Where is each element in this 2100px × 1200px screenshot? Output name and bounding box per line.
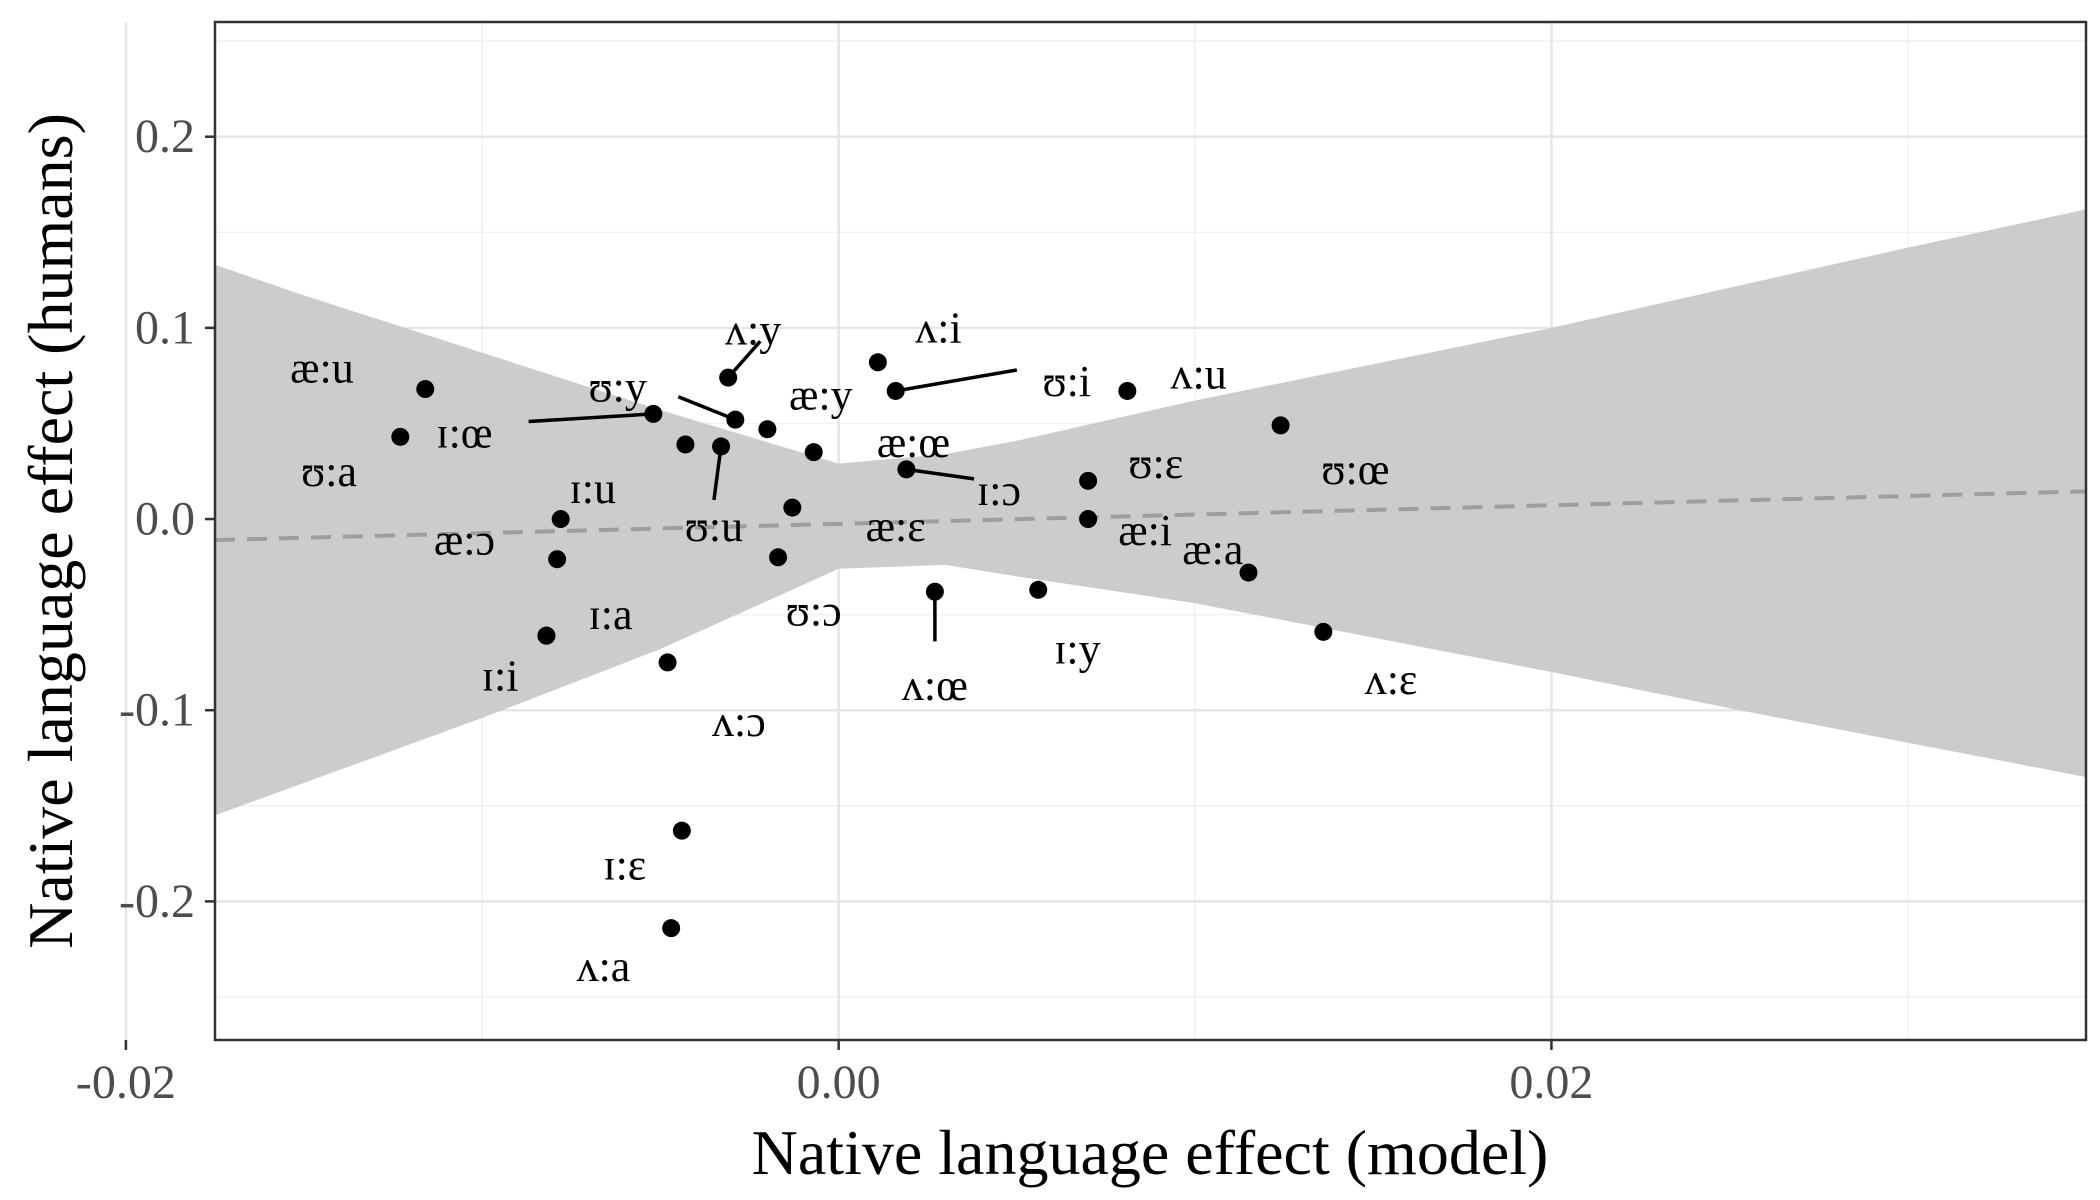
point-label: ɪ:u xyxy=(570,464,616,513)
point-label: æ:ɛ xyxy=(866,502,926,551)
data-point xyxy=(886,381,905,400)
data-point xyxy=(726,410,745,429)
point-labels: æ:u ʊ:a ɪ:œ ʊ:y ʌ:yæ:y ʌ:i ʊ:i ʌ:u ʊ:œ æ:œ ʊ:u ɪ:ɔ ʊ… xyxy=(290,303,1417,991)
data-points xyxy=(391,353,1333,938)
confidence-band xyxy=(215,209,2086,816)
y-tick-label: 0.1 xyxy=(135,301,195,354)
data-point xyxy=(804,443,823,462)
data-point xyxy=(719,368,738,387)
point-label: ɪ:ɛ xyxy=(603,841,646,890)
data-point xyxy=(676,435,695,454)
leader-line xyxy=(677,395,736,422)
point-label: ʌ:ɛ xyxy=(1365,655,1418,704)
point-label: æ:i xyxy=(1118,506,1172,555)
data-point xyxy=(391,427,410,446)
data-point xyxy=(712,437,731,456)
data-point xyxy=(1079,471,1098,490)
data-point xyxy=(658,653,677,672)
point-label: ɪ:a xyxy=(589,590,633,639)
data-point xyxy=(758,420,777,439)
point-label: ɪ:i xyxy=(482,651,519,700)
point-label: æ:a xyxy=(1182,525,1243,574)
point-label: ʊ:œ xyxy=(1321,445,1389,494)
regression-line xyxy=(215,489,2086,543)
data-point xyxy=(662,919,681,938)
leader-line xyxy=(906,467,975,481)
point-label: ɪ:œ xyxy=(436,409,492,458)
point-label: ʊ:u xyxy=(685,502,743,551)
data-point xyxy=(783,498,802,517)
y-tick-label: -0.2 xyxy=(119,875,195,928)
data-point xyxy=(537,626,556,645)
data-point xyxy=(897,460,916,479)
leader-line xyxy=(712,446,723,501)
point-label: ʊ:i xyxy=(1042,357,1091,406)
data-point xyxy=(551,510,570,529)
plot-border xyxy=(213,20,2088,1042)
point-label: ʌ:ɔ xyxy=(712,697,766,746)
point-label: æ:u xyxy=(290,344,354,393)
y-tick-label: 0.2 xyxy=(135,110,195,163)
data-point xyxy=(644,404,663,423)
point-label: ʌ:u xyxy=(1170,349,1226,398)
x-tick-label: 0.00 xyxy=(797,1056,881,1109)
x-tick-label: -0.02 xyxy=(76,1056,176,1109)
data-point xyxy=(416,380,435,399)
leader-line xyxy=(895,368,1018,393)
point-label: ʊ:y xyxy=(589,363,647,412)
point-label: ʌ:œ xyxy=(902,661,968,710)
data-point xyxy=(1079,510,1098,529)
leader-line xyxy=(528,412,654,424)
y-axis-ticks: 0.2 0.1 0.0 -0.1 -0.2 xyxy=(119,110,215,928)
data-point xyxy=(672,821,691,840)
data-point xyxy=(1118,381,1137,400)
data-point xyxy=(769,548,788,567)
data-point xyxy=(548,550,567,569)
x-axis-ticks: -0.02 0.00 0.02 xyxy=(76,1040,1593,1109)
point-label: æ:ɔ xyxy=(434,516,495,565)
y-tick-label: -0.1 xyxy=(119,684,195,737)
point-label: ʌ:i xyxy=(915,303,961,352)
point-label: æ:y xyxy=(789,370,853,419)
data-point xyxy=(1239,563,1258,582)
y-tick-label: 0.0 xyxy=(135,493,195,546)
data-point xyxy=(925,582,944,601)
x-axis-title: Native language effect (model) xyxy=(752,1117,1549,1188)
data-point xyxy=(868,353,887,372)
point-label: ɪ:ɔ xyxy=(977,466,1021,515)
x-tick-label: 0.02 xyxy=(1509,1056,1593,1109)
point-label: ʌ:y xyxy=(725,305,781,354)
point-label: ʊ:ɔ xyxy=(786,586,842,635)
data-point xyxy=(1314,622,1333,641)
point-label: ʊ:a xyxy=(301,447,357,496)
point-label: ʊ:ɛ xyxy=(1128,439,1183,488)
leader-lines xyxy=(528,340,1018,642)
data-point xyxy=(1271,416,1290,435)
point-label: ʌ:a xyxy=(577,942,631,991)
point-label: ɪ:y xyxy=(1054,625,1100,674)
point-label: æ:œ xyxy=(877,418,950,467)
y-axis-title: Native language effect (humans) xyxy=(15,113,86,949)
data-point xyxy=(1029,580,1048,599)
